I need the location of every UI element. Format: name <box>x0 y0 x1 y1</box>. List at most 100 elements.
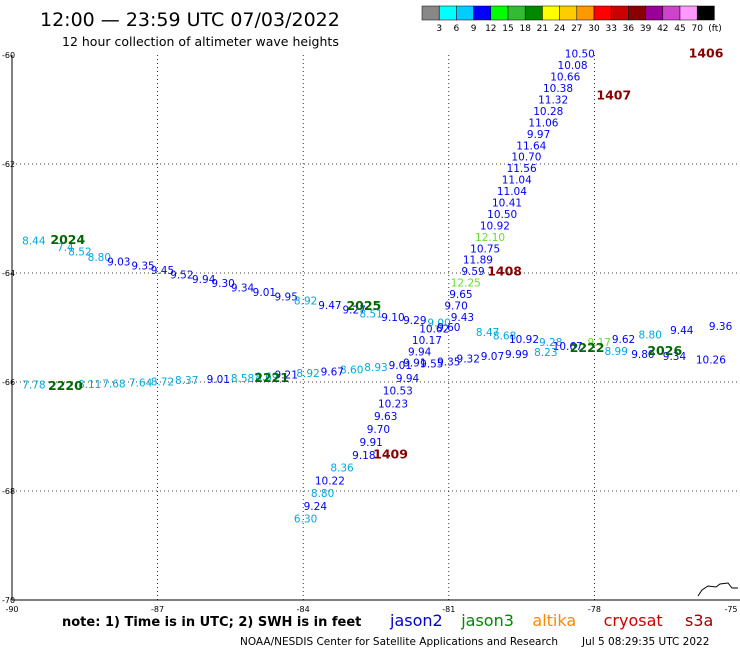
wave-height-label: 10.26 <box>696 354 726 366</box>
wave-height-label: 9.94 <box>396 373 420 385</box>
wave-height-label: 9.01 <box>207 374 230 386</box>
wave-height-label: 8.37 <box>175 375 198 387</box>
wave-height-label: 9.80 <box>631 349 654 361</box>
wave-height-label: 9.63 <box>374 411 397 423</box>
wave-height-label: 10.22 <box>315 475 345 487</box>
wave-height-label: 11.06 <box>528 117 558 129</box>
grid-lines <box>12 55 740 600</box>
plot-frame <box>11 55 740 601</box>
wave-height-label: 9.45 <box>151 265 174 277</box>
footer-note: note: 1) Time is in UTC; 2) SWH is in fe… <box>62 615 361 630</box>
scale-swatch <box>507 5 526 21</box>
wave-height-label: 9.01 <box>389 360 412 372</box>
x-tick-label: -87 <box>151 605 164 614</box>
track-time-label: 2026 <box>647 343 682 358</box>
scale-swatch <box>524 5 543 21</box>
wave-height-label: 9.29 <box>403 315 426 327</box>
wave-height-label: 8.58 <box>231 373 254 385</box>
wave-height-label: 10.66 <box>550 72 580 84</box>
wave-height-label: 8.80 <box>88 252 111 264</box>
wave-height-label: 9.62 <box>612 334 635 346</box>
scale-swatch <box>628 5 646 21</box>
scale-swatch <box>542 5 560 21</box>
chart-subtitle: 12 hour collection of altimeter wave hei… <box>62 34 339 49</box>
wave-height-label: 10.41 <box>492 198 522 210</box>
wave-height-label: 8.52 <box>68 247 91 259</box>
wave-height-label: 8.60 <box>340 364 363 376</box>
scale-label: 42 <box>657 24 668 34</box>
wave-height-label: 10.70 <box>511 152 541 164</box>
coastline-fragment <box>697 582 738 597</box>
wave-height-label: 9.30 <box>211 278 234 290</box>
wave-height-label: 9.44 <box>670 325 694 337</box>
wave-height-label: 10.92 <box>480 220 510 232</box>
scale-swatch <box>576 5 595 21</box>
wave-height-label: 8.80 <box>311 488 334 500</box>
y-tick-label: -66 <box>2 378 15 387</box>
wave-height-label: 11.04 <box>502 175 532 187</box>
wave-height-label: 10.17 <box>412 335 442 347</box>
scale-unit: (ft) <box>708 24 722 34</box>
y-tick-label: -60 <box>2 51 15 60</box>
scale-label: 18 <box>519 24 531 34</box>
wave-height-label: 9.70 <box>444 301 467 313</box>
wave-height-label: 9.97 <box>527 129 550 141</box>
wave-height-label: 7.4 <box>57 242 74 254</box>
wave-height-label: 9.59 <box>461 266 484 278</box>
scale-label: 6 <box>454 24 460 34</box>
scale-label: 70 <box>691 24 703 34</box>
legend-jason2: jason2 <box>389 611 443 630</box>
wave-height-label: 10.67 <box>553 341 583 353</box>
track-time-label: 2025 <box>346 298 381 313</box>
track-time-label: 2024 <box>50 232 85 247</box>
wave-height-label: 9.52 <box>170 269 193 281</box>
scale-swatch <box>610 5 629 21</box>
footer-timestamp: Jul 5 08:29:35 UTC 2022 <box>581 636 709 648</box>
scale-label: 3 <box>436 24 442 34</box>
tick-labels: -90 -87 -84 -81 -78 -75 -60 -62 -64 -66 -68 -70 <box>2 51 738 614</box>
wave-height-label: 8.72 <box>151 376 174 388</box>
wave-height-label: 10.50 <box>487 209 517 221</box>
wave-height-label: 9.60 <box>437 322 460 334</box>
wave-height-label: 9.47 <box>318 300 341 312</box>
scale-swatch <box>559 5 578 21</box>
wave-height-label: 9.24 <box>304 501 328 513</box>
wave-height-label: 11.56 <box>507 163 537 175</box>
scale-swatch <box>421 5 440 21</box>
wave-height-label: 11.64 <box>516 140 546 152</box>
y-tick-label: -62 <box>2 160 15 169</box>
track-time-label: 2222 <box>570 340 605 355</box>
x-tick-label: -75 <box>724 605 737 614</box>
wave-height-label: 9.17 <box>588 337 611 349</box>
wave-height-label: 8.93 <box>364 362 387 374</box>
wave-height-label: 9.94 <box>408 346 432 358</box>
wave-height-label: 7.68 <box>102 378 125 390</box>
wave-height-label: 9.00 <box>427 317 450 329</box>
wave-height-label: 9.03 <box>107 256 130 268</box>
wave-height-label: 9.91 <box>359 437 382 449</box>
x-tick-label: -84 <box>297 605 310 614</box>
scale-label: 24 <box>554 24 566 34</box>
scale-swatch <box>438 5 457 21</box>
satellite-legend: jason2 jason3 altika cryosat s3a <box>389 611 713 630</box>
wave-height-label: 8.92 <box>294 296 317 308</box>
wave-height-label: 8.11 <box>78 379 101 391</box>
wave-height-label: 9.01 <box>253 287 276 299</box>
wave-height-label: 8.92 <box>296 368 319 380</box>
x-tick-label: -78 <box>588 605 601 614</box>
scale-label: 15 <box>502 24 513 34</box>
track-time-label: 1406 <box>689 46 724 61</box>
wave-height-label: 10.23 <box>378 399 408 411</box>
scale-swatch <box>593 5 612 21</box>
wave-height-label: 7.78 <box>22 380 45 392</box>
wave-height-label: 9.91 <box>403 358 426 370</box>
legend-s3a: s3a <box>685 611 713 630</box>
x-tick-label: -81 <box>442 605 455 614</box>
wave-height-label: 10.38 <box>543 83 573 95</box>
wave-height-label: 9.18 <box>352 450 375 462</box>
wave-height-label: 9.34 <box>663 351 687 363</box>
scale-label: 27 <box>571 24 582 34</box>
data-points: 10.5010.0810.6610.3811.3210.2811.069.971… <box>22 46 732 526</box>
